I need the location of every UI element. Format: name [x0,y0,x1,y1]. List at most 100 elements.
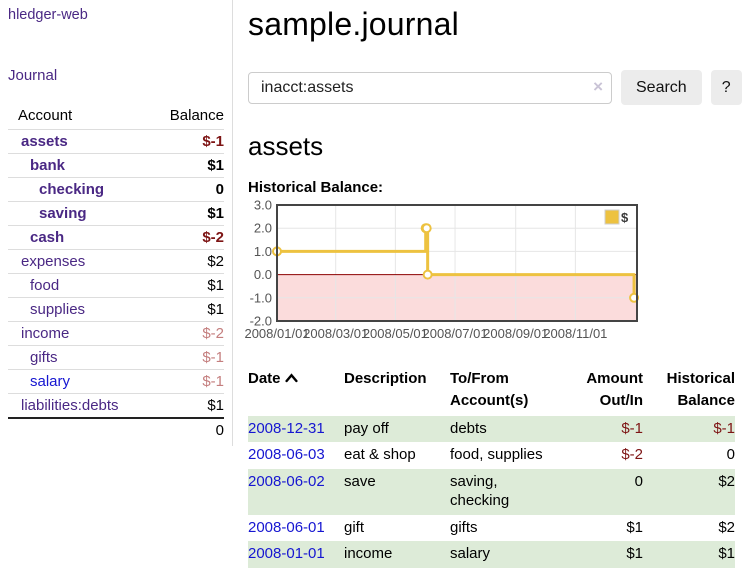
accounts-table: Account Balance assets $-1 bank $1 checking 0… [8,105,224,442]
account-balance: $1 [152,201,224,226]
search-form: × Search ? [248,70,742,105]
sidebar-item-journal[interactable]: Journal [8,67,58,84]
transaction-description: eat & shop [344,446,416,464]
register-header-description: Description [344,370,427,387]
account-row: supplies $1 [8,297,224,322]
transaction-accounts: gifts [450,518,478,536]
historical-balance-chart: $3.0 2.0 1.0 0.0 -1.0 -2.0 2008/01/01 2008/03/0… [244,198,735,346]
help-button[interactable]: ? [710,70,742,105]
account-balance: $-2 [152,321,224,346]
transaction-date-link[interactable]: 2008-06-03 [248,446,325,464]
account-row: income $-2 [8,321,224,346]
sidebar-account-link[interactable]: salary [30,373,71,390]
account-balance: $-1 [202,133,224,150]
account-balance: $1 [152,273,224,298]
account-balance: $1 [152,153,224,178]
svg-text:$: $ [621,210,629,225]
sidebar-account-link[interactable]: assets [21,133,68,150]
transaction-amount: 0 [634,473,643,490]
sidebar-account-link[interactable]: supplies [30,301,86,318]
account-row: cash $-2 [8,225,224,250]
table-row: 2008-06-03 eat & shop food, supplies $-2 0 [248,442,735,469]
transaction-balance: $1 [718,545,735,563]
account-row: liabilities:debts $1 [8,393,224,418]
account-row: assets $-1 [8,130,224,154]
svg-text:2008/05/01: 2008/05/01 [363,326,428,341]
register-header-date[interactable]: Date [248,364,344,416]
register-header-amount: Amount Out/In [586,370,643,409]
search-box: × [248,71,612,104]
transaction-accounts: debts [450,419,487,437]
accounts-total-row: 0 [8,417,224,442]
svg-text:2008/07/01: 2008/07/01 [423,326,488,341]
transaction-date-link[interactable]: 2008-06-02 [248,473,325,490]
sidebar-account-link[interactable]: income [21,325,70,342]
transaction-balance: $2 [718,473,735,490]
transaction-amount: $-1 [621,419,643,437]
account-row: salary $-1 [8,369,224,394]
main-content: sample.journal × Search ? assets Histori… [244,0,742,568]
svg-text:2008/01/01: 2008/01/01 [245,326,310,341]
clear-search-icon[interactable]: × [593,76,603,96]
transaction-date-link[interactable]: 2008-12-31 [248,419,325,437]
account-row: food $1 [8,273,224,298]
sidebar-account-link[interactable]: liabilities:debts [21,397,119,414]
transaction-date-link[interactable]: 2008-06-01 [248,518,325,536]
sidebar-account-link[interactable]: checking [39,181,105,198]
transaction-date-link[interactable]: 2008-01-01 [248,545,325,563]
chart-canvas: $3.0 2.0 1.0 0.0 -1.0 -2.02008/01/012008/03/0… [244,198,640,341]
svg-text:0.0: 0.0 [254,267,272,282]
table-row: 2008-06-01 gift gifts $1 $2 [248,515,735,542]
account-balance: 0 [152,177,224,202]
sidebar-account-link[interactable]: cash [30,229,65,246]
account-row: gifts $-1 [8,345,224,370]
svg-text:1.0: 1.0 [254,244,272,259]
account-heading: assets [248,131,324,161]
svg-text:-2.0: -2.0 [250,314,272,329]
accounts-header-row: Account Balance [8,105,224,130]
sort-asc-icon [284,373,298,383]
transaction-amount: $1 [626,518,643,536]
account-row: checking 0 [8,177,224,202]
table-row: 2008-06-02 save saving, checking 0 $2 [248,469,735,515]
register-header-row: Date Description To/From Account(s) Amou… [248,364,735,416]
sidebar: hledger-web Journal Account Balance asse… [0,0,233,446]
search-button[interactable]: Search [621,70,702,105]
transaction-amount: $-2 [621,446,643,464]
account-balance: $-1 [152,345,224,370]
transaction-balance: 0 [726,446,735,464]
account-row: bank $1 [8,153,224,178]
register-table: Date Description To/From Account(s) Amou… [248,364,735,568]
search-input[interactable] [248,71,612,104]
transaction-accounts: saving, checking [450,473,510,509]
svg-text:-1.0: -1.0 [250,290,272,305]
app-title-link[interactable]: hledger-web [8,7,88,23]
account-balance: $-1 [152,369,224,394]
transaction-description: pay off [344,419,389,437]
accounts-header-balance: Balance [152,105,224,130]
page-title: sample.journal [248,6,459,42]
svg-text:2008/09/01: 2008/09/01 [483,326,548,341]
svg-text:2.0: 2.0 [254,221,272,236]
register-header-accounts: To/From Account(s) [450,370,529,409]
sidebar-account-link[interactable]: saving [39,205,87,222]
transaction-balance: $2 [718,518,735,536]
account-balance: $-2 [152,225,224,250]
account-balance: $1 [152,393,224,418]
account-row: saving $1 [8,201,224,226]
transaction-accounts: food, supplies [450,446,543,464]
transaction-description: income [344,545,393,563]
transaction-amount: $1 [626,545,643,563]
accounts-total: 0 [8,417,224,442]
table-row: 2008-12-31 pay off debts $-1 $-1 [248,415,735,443]
register-header-balance: Historical Balance [666,370,735,409]
svg-text:2008/11/01: 2008/11/01 [543,326,607,341]
sidebar-account-link[interactable]: bank [30,157,66,174]
account-row: expenses $2 [8,249,224,274]
sidebar-account-link[interactable]: gifts [30,349,58,366]
transaction-description: gift [344,518,365,536]
transaction-description: save [344,473,376,490]
sidebar-account-link[interactable]: food [30,277,60,294]
sidebar-account-link[interactable]: expenses [21,253,86,270]
svg-text:3.0: 3.0 [254,198,272,213]
